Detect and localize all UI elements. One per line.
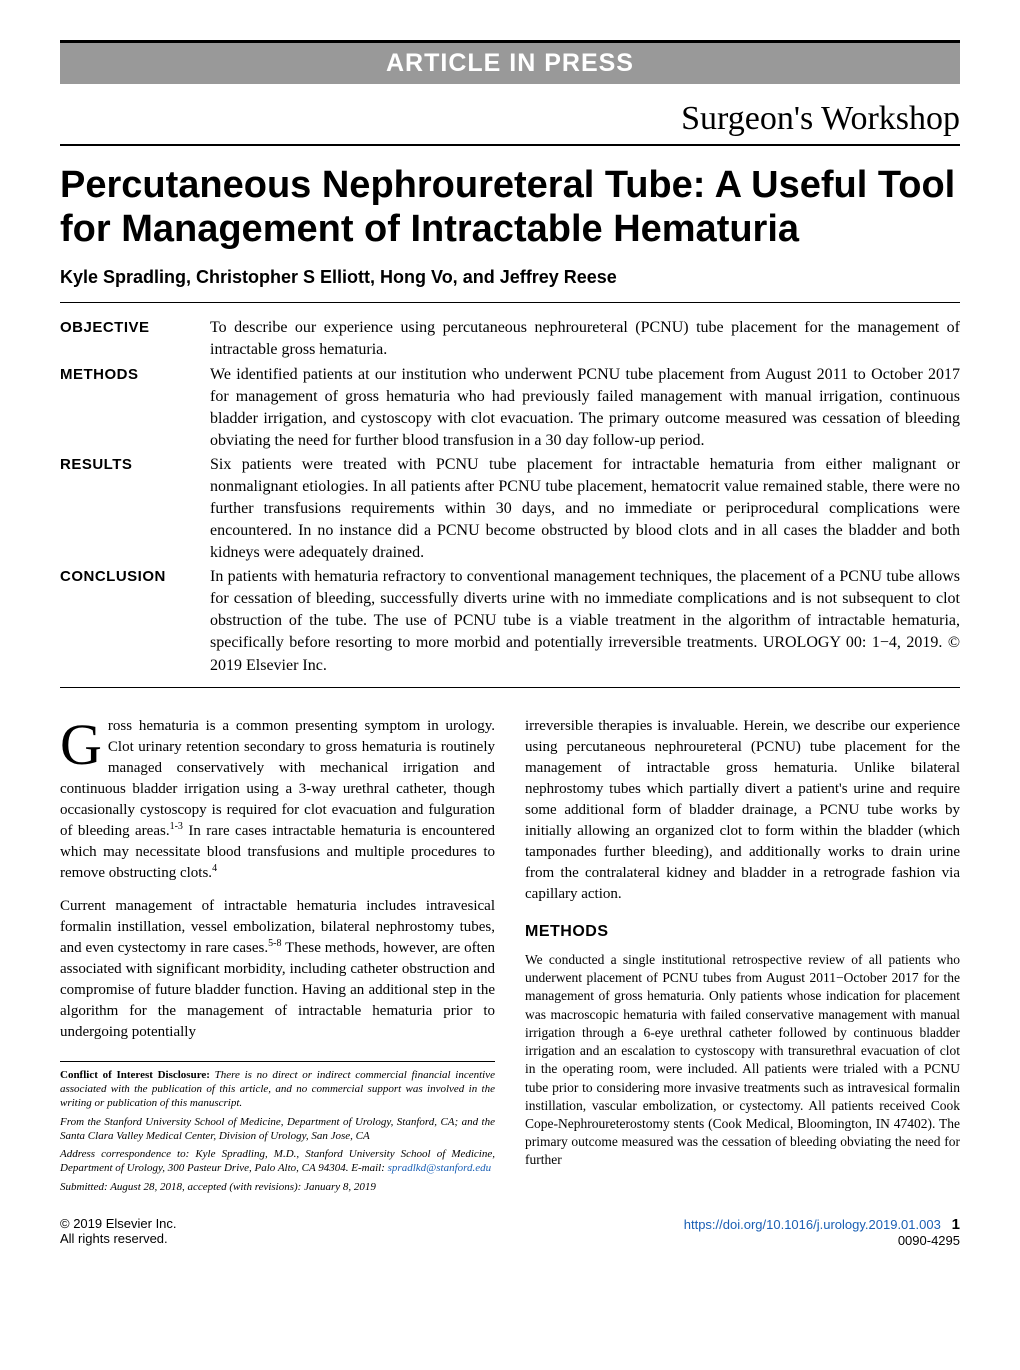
column-right: irreversible therapies is invaluable. He…	[525, 716, 960, 1198]
rights-line: All rights reserved.	[60, 1231, 177, 1246]
footnotes-block: Conflict of Interest Disclosure: There i…	[60, 1061, 495, 1194]
conflict-lead: Conflict of Interest Disclosure:	[60, 1069, 210, 1081]
abstract-text-objective: To describe our experience using percuta…	[210, 317, 960, 361]
abstract-row-objective: OBJECTIVE To describe our experience usi…	[60, 317, 960, 361]
footer-right: https://doi.org/10.1016/j.urology.2019.0…	[684, 1216, 960, 1248]
abstract-label-results: RESULTS	[60, 454, 210, 564]
body-paragraph-1: Gross hematuria is a common presenting s…	[60, 716, 495, 884]
article-title: Percutaneous Nephroureteral Tube: A Usef…	[60, 164, 960, 251]
page-footer: © 2019 Elsevier Inc. All rights reserved…	[60, 1216, 960, 1248]
footer-left: © 2019 Elsevier Inc. All rights reserved…	[60, 1216, 177, 1248]
submission-dates: Submitted: August 28, 2018, accepted (wi…	[60, 1180, 495, 1194]
issn-line: 0090-4295	[684, 1233, 960, 1248]
abstract-label-methods: METHODS	[60, 364, 210, 452]
dropcap: G	[60, 716, 108, 769]
correspondence-email[interactable]: spradlkd@stanford.edu	[388, 1162, 492, 1174]
horizontal-rule-thin	[60, 687, 960, 688]
body-paragraph-3: irreversible therapies is invaluable. He…	[525, 716, 960, 905]
abstract-label-conclusion: CONCLUSION	[60, 566, 210, 676]
citation-ref: 1-3	[170, 821, 183, 832]
abstract-text-results: Six patients were treated with PCNU tube…	[210, 454, 960, 564]
body-p1-text: ross hematuria is a common presenting sy…	[60, 718, 495, 839]
page-number: 1	[952, 1216, 960, 1233]
citation-ref: 5-8	[268, 938, 281, 949]
affiliation-from: From the Stanford University School of M…	[60, 1115, 495, 1144]
two-column-body: Gross hematuria is a common presenting s…	[60, 716, 960, 1198]
body-paragraph-2: Current management of intractable hematu…	[60, 896, 495, 1043]
structured-abstract: OBJECTIVE To describe our experience usi…	[60, 317, 960, 676]
horizontal-rule-thin	[60, 302, 960, 303]
abstract-row-results: RESULTS Six patients were treated with P…	[60, 454, 960, 564]
citation-ref: 4	[212, 863, 217, 874]
article-in-press-banner: ARTICLE IN PRESS	[60, 40, 960, 84]
conflict-disclosure: Conflict of Interest Disclosure: There i…	[60, 1068, 495, 1111]
abstract-row-methods: METHODS We identified patients at our in…	[60, 364, 960, 452]
methods-heading: METHODS	[525, 921, 960, 943]
doi-link[interactable]: https://doi.org/10.1016/j.urology.2019.0…	[684, 1217, 941, 1232]
doi-line: https://doi.org/10.1016/j.urology.2019.0…	[684, 1216, 960, 1233]
section-label: Surgeon's Workshop	[60, 100, 960, 138]
banner-text: ARTICLE IN PRESS	[386, 49, 634, 78]
horizontal-rule	[60, 144, 960, 146]
author-list: Kyle Spradling, Christopher S Elliott, H…	[60, 267, 960, 288]
column-left: Gross hematuria is a common presenting s…	[60, 716, 495, 1198]
correspondence-address: Address correspondence to: Kyle Spradlin…	[60, 1147, 495, 1176]
abstract-text-methods: We identified patients at our institutio…	[210, 364, 960, 452]
abstract-text-conclusion: In patients with hematuria refractory to…	[210, 566, 960, 676]
abstract-label-objective: OBJECTIVE	[60, 317, 210, 361]
abstract-row-conclusion: CONCLUSION In patients with hematuria re…	[60, 566, 960, 676]
copyright-line: © 2019 Elsevier Inc.	[60, 1216, 177, 1231]
methods-body-text: We conducted a single institutional retr…	[525, 951, 960, 1170]
